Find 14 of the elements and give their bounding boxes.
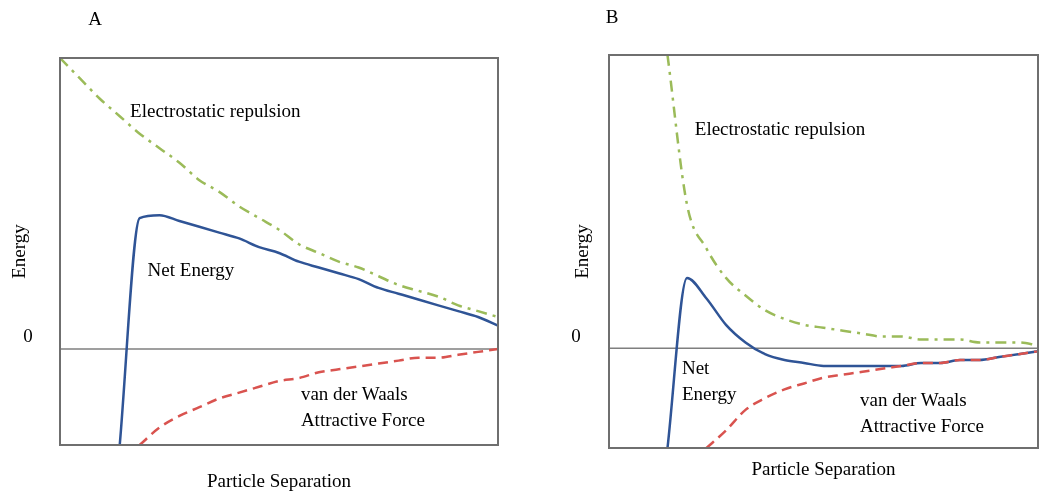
- series-label: Net Energy: [147, 258, 235, 280]
- chart-title: B: [605, 5, 619, 27]
- series-label: Electrostatic repulsion: [130, 100, 301, 122]
- x-axis-title: Particle Separation: [751, 457, 897, 479]
- ref-line-label: 0: [571, 324, 581, 346]
- y-axis-title: Energy: [570, 223, 592, 279]
- chart-title: A: [88, 7, 103, 29]
- series-label: Electrostatic repulsion: [694, 117, 866, 139]
- y-axis-title: Energy: [7, 223, 29, 279]
- ref-line-label: 0: [23, 325, 33, 347]
- series-label: Net Energy: [681, 357, 737, 405]
- series-label: van der Waals Attractive Force: [859, 388, 984, 436]
- series-label: van der Waals Attractive Force: [300, 382, 425, 430]
- x-axis-title: Particle Separation: [206, 469, 352, 491]
